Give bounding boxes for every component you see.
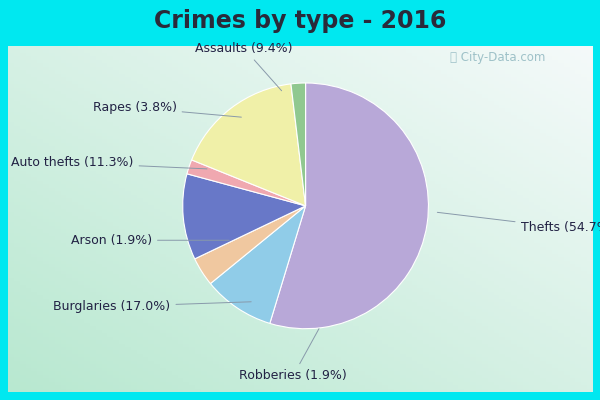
Wedge shape <box>191 84 305 206</box>
Wedge shape <box>291 83 305 206</box>
Text: ⓘ City-Data.com: ⓘ City-Data.com <box>451 52 545 64</box>
Text: Robberies (1.9%): Robberies (1.9%) <box>239 329 347 382</box>
Text: Assaults (9.4%): Assaults (9.4%) <box>196 42 293 91</box>
Wedge shape <box>195 206 305 284</box>
Text: Burglaries (17.0%): Burglaries (17.0%) <box>53 300 251 313</box>
Wedge shape <box>211 206 305 323</box>
Text: Thefts (54.7%): Thefts (54.7%) <box>437 212 600 234</box>
Text: Rapes (3.8%): Rapes (3.8%) <box>92 101 241 117</box>
Text: Crimes by type - 2016: Crimes by type - 2016 <box>154 9 446 33</box>
Text: Arson (1.9%): Arson (1.9%) <box>71 234 229 247</box>
Wedge shape <box>270 83 428 329</box>
Text: Auto thefts (11.3%): Auto thefts (11.3%) <box>11 156 207 169</box>
Wedge shape <box>183 174 305 259</box>
Wedge shape <box>187 160 305 206</box>
